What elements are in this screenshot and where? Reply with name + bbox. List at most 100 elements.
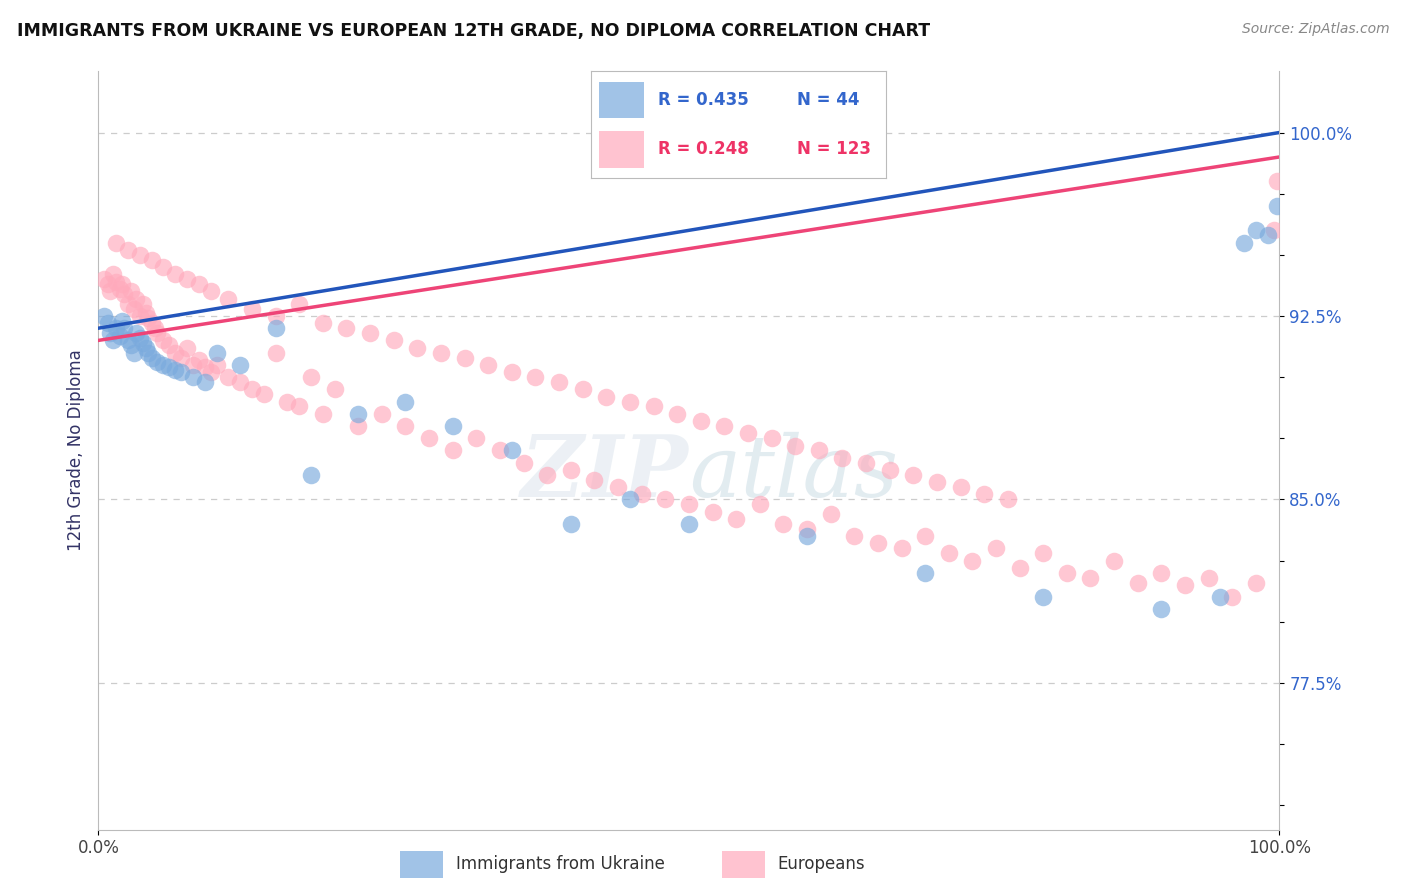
Point xyxy=(441,419,464,434)
Point xyxy=(962,553,984,567)
Point xyxy=(938,546,960,560)
Point xyxy=(890,541,912,556)
Point xyxy=(418,431,440,445)
Point xyxy=(548,375,571,389)
Point xyxy=(347,419,370,434)
Point xyxy=(121,338,143,352)
Point xyxy=(143,321,166,335)
Point xyxy=(713,419,735,434)
Point xyxy=(879,463,901,477)
Text: IMMIGRANTS FROM UKRAINE VS EUROPEAN 12TH GRADE, NO DIPLOMA CORRELATION CHART: IMMIGRANTS FROM UKRAINE VS EUROPEAN 12TH… xyxy=(17,22,929,40)
Point xyxy=(176,341,198,355)
Point xyxy=(181,370,204,384)
Point xyxy=(194,375,217,389)
Point xyxy=(122,301,145,316)
Point xyxy=(176,272,198,286)
Point xyxy=(571,382,593,396)
Point xyxy=(98,326,121,340)
Point xyxy=(141,351,163,365)
Point xyxy=(1257,228,1279,243)
Point xyxy=(125,292,148,306)
Point xyxy=(630,487,652,501)
Point xyxy=(501,365,523,379)
Point xyxy=(820,507,842,521)
Point xyxy=(217,292,239,306)
Point xyxy=(112,321,135,335)
Point xyxy=(276,394,298,409)
Point xyxy=(152,358,174,372)
Point xyxy=(359,326,381,340)
Point xyxy=(997,492,1019,507)
Point xyxy=(187,277,209,292)
Point xyxy=(141,316,163,330)
Point xyxy=(93,309,115,323)
Point xyxy=(1244,575,1267,590)
Point xyxy=(122,345,145,359)
Point xyxy=(489,443,512,458)
Point xyxy=(117,334,139,348)
Point xyxy=(689,414,711,428)
Point xyxy=(253,387,276,401)
Point xyxy=(560,516,582,531)
Point xyxy=(1032,591,1054,605)
Point xyxy=(973,487,995,501)
FancyBboxPatch shape xyxy=(599,131,644,168)
Point xyxy=(128,331,150,345)
Point xyxy=(643,400,665,414)
Point xyxy=(914,566,936,580)
Point xyxy=(1056,566,1078,580)
Point xyxy=(312,407,335,421)
Point xyxy=(831,450,853,465)
Point xyxy=(512,456,534,470)
Point xyxy=(347,407,370,421)
Point xyxy=(135,341,157,355)
Point xyxy=(441,443,464,458)
Text: R = 0.248: R = 0.248 xyxy=(658,141,749,159)
Text: N = 123: N = 123 xyxy=(797,141,872,159)
Point xyxy=(200,365,222,379)
Point xyxy=(394,394,416,409)
Point xyxy=(121,285,143,299)
Point xyxy=(1265,199,1288,213)
Point xyxy=(165,268,187,282)
Point xyxy=(1209,591,1232,605)
Point xyxy=(477,358,499,372)
Point xyxy=(666,407,689,421)
Point xyxy=(678,497,700,511)
Point xyxy=(1263,223,1285,237)
Text: ZIP: ZIP xyxy=(522,432,689,515)
Point xyxy=(264,309,287,323)
Point xyxy=(949,480,972,494)
Point xyxy=(595,390,617,404)
Point xyxy=(125,326,148,340)
Point xyxy=(108,282,131,296)
Point xyxy=(128,248,150,262)
Point xyxy=(524,370,547,384)
Point xyxy=(725,512,748,526)
Point xyxy=(112,287,135,301)
Text: Source: ZipAtlas.com: Source: ZipAtlas.com xyxy=(1241,22,1389,37)
Point xyxy=(984,541,1007,556)
Point xyxy=(141,252,163,267)
Point xyxy=(1080,571,1102,585)
Point xyxy=(903,467,925,482)
Point xyxy=(1150,566,1173,580)
Point xyxy=(152,334,174,348)
Point xyxy=(101,268,124,282)
Point xyxy=(181,358,204,372)
Point xyxy=(240,382,263,396)
Point xyxy=(117,296,139,310)
Point xyxy=(536,467,558,482)
Point xyxy=(157,360,180,375)
Point xyxy=(229,375,252,389)
Point xyxy=(1008,561,1031,575)
Point xyxy=(1220,591,1243,605)
Point xyxy=(217,370,239,384)
Point xyxy=(136,345,159,359)
Point xyxy=(101,334,124,348)
Point xyxy=(105,275,128,289)
Point xyxy=(1265,174,1288,188)
Point xyxy=(335,321,357,335)
Point xyxy=(132,296,155,310)
Text: Immigrants from Ukraine: Immigrants from Ukraine xyxy=(456,855,665,873)
